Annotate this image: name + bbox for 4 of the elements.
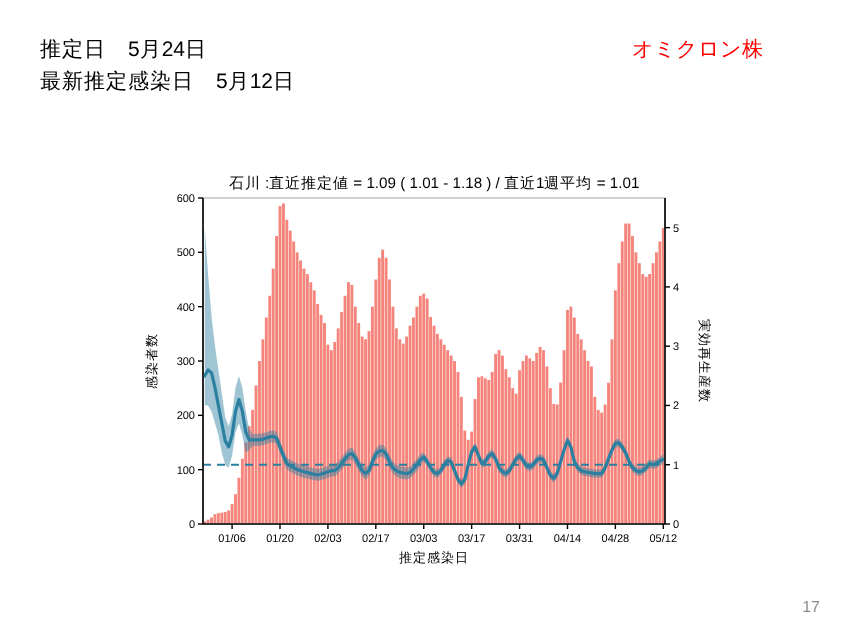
text: 17 — [802, 598, 822, 616]
text: 最新推定感染日 5月12日 — [40, 68, 296, 94]
text: オミクロン株 — [632, 36, 764, 62]
text: 推定日 5月24日 — [40, 36, 208, 62]
